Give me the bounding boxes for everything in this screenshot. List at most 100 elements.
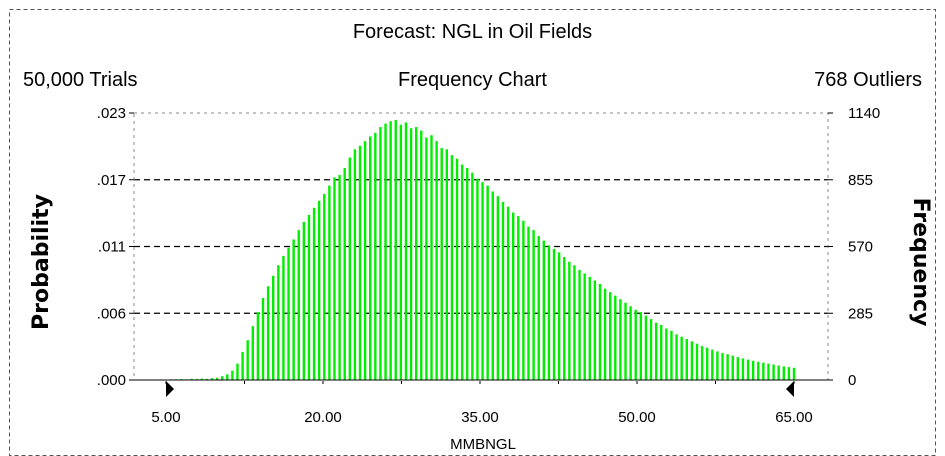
y-tick-label: .000 (97, 372, 126, 389)
histogram-bar (741, 358, 745, 380)
histogram-bar (711, 349, 714, 380)
histogram-bar (767, 363, 770, 380)
histogram-bar (486, 185, 489, 380)
grid-lines (134, 179, 828, 314)
histogram-bar (675, 334, 678, 380)
histogram-bar (338, 175, 341, 380)
histogram-bar (639, 312, 643, 380)
histogram-bar (190, 378, 193, 380)
histogram-bar (292, 239, 295, 380)
y2-tick-label: 285 (848, 305, 873, 322)
histogram-bar (700, 346, 704, 380)
histogram-bar (496, 196, 500, 380)
histogram-bar (246, 340, 249, 380)
histogram-bar (455, 158, 459, 380)
histogram-bar (695, 343, 699, 380)
y2-tick-label: 570 (848, 239, 873, 256)
histogram-bar (363, 141, 367, 380)
histogram-bar (328, 185, 331, 380)
histogram-bar (644, 315, 648, 380)
histogram-bar (312, 207, 316, 380)
histogram-bar (578, 269, 581, 380)
histogram-bar (466, 168, 469, 380)
histogram-bar (501, 202, 505, 380)
histogram-bar (210, 378, 214, 380)
histogram-bar (471, 172, 474, 380)
histogram-bar (226, 374, 229, 380)
histogram-bar (614, 295, 617, 380)
histogram-bar (685, 339, 688, 380)
histogram-bar (353, 149, 357, 380)
histogram-bar (634, 309, 637, 380)
histogram-bar (772, 364, 775, 380)
x-tick-label: 65.00 (775, 409, 813, 426)
outliers-count: 768 Outliers (814, 69, 922, 91)
histogram-bar (236, 363, 239, 380)
histogram-bar (215, 377, 219, 380)
histogram-bar (568, 261, 571, 380)
histogram-bar (757, 361, 760, 380)
histogram-bar (389, 121, 392, 381)
histogram-bar (573, 265, 576, 380)
y-tick-label: .023 (97, 105, 126, 122)
histogram-bar (588, 276, 591, 380)
histogram-bar (302, 221, 306, 380)
histogram-bar (792, 367, 796, 380)
histogram-bar (598, 283, 602, 380)
histogram-bar (593, 280, 597, 380)
histogram-bar (542, 240, 546, 380)
histogram-bar (384, 123, 387, 380)
histogram-bar (476, 178, 479, 380)
histogram-bar (706, 347, 709, 380)
histogram-bar (231, 370, 234, 380)
histogram-bar (537, 235, 540, 380)
histogram-bar (425, 137, 428, 380)
histogram-bar (660, 324, 663, 380)
histogram-bar (409, 128, 413, 380)
histogram-bar (547, 245, 551, 380)
histogram-bar (608, 292, 612, 380)
y-tick-label: .017 (97, 172, 126, 189)
histogram-bar (445, 149, 449, 380)
right-range-marker[interactable] (786, 381, 794, 397)
histogram-bar (200, 378, 203, 380)
histogram-bar (751, 360, 755, 380)
left-range-marker[interactable] (166, 381, 174, 397)
histogram-bar (287, 247, 290, 380)
y2-tick-label: 0 (848, 372, 856, 389)
histogram-bar (369, 136, 372, 380)
histogram-bar (374, 132, 377, 380)
histogram-bar (736, 357, 740, 380)
histogram-bar (624, 302, 627, 380)
histogram-bar (787, 367, 791, 380)
histogram-bar (527, 226, 530, 380)
forecast-title: Forecast: NGL in Oil Fields (352, 21, 593, 43)
chart-title: Frequency Chart (398, 69, 547, 91)
x-tick-label: 5.00 (151, 409, 180, 426)
histogram-bar (746, 359, 750, 380)
histogram-bar (603, 288, 607, 380)
histogram-bar (282, 255, 285, 380)
x-tick-label: 50.00 (618, 409, 656, 426)
histogram-bar (307, 214, 311, 380)
histogram-bar (511, 212, 515, 380)
histogram-bar (323, 193, 326, 380)
histogram-bar (450, 155, 454, 380)
histogram-bar (731, 355, 734, 380)
histogram-bar (716, 351, 719, 380)
y2-axis-label: Frequency (908, 198, 933, 327)
histogram-bar (491, 191, 494, 380)
histogram-bar (333, 177, 336, 380)
histogram-bar (481, 182, 484, 380)
histogram-bar (563, 257, 566, 380)
histogram-bar (629, 306, 632, 380)
histogram-bar (670, 330, 673, 380)
y-tick-label: .011 (98, 239, 126, 256)
range-markers (166, 381, 794, 397)
x-tick-label: 20.00 (304, 409, 342, 426)
histogram-bar (517, 216, 520, 380)
histogram-bar (435, 141, 438, 380)
histogram-bar (726, 354, 729, 380)
histogram-bar (665, 328, 668, 380)
